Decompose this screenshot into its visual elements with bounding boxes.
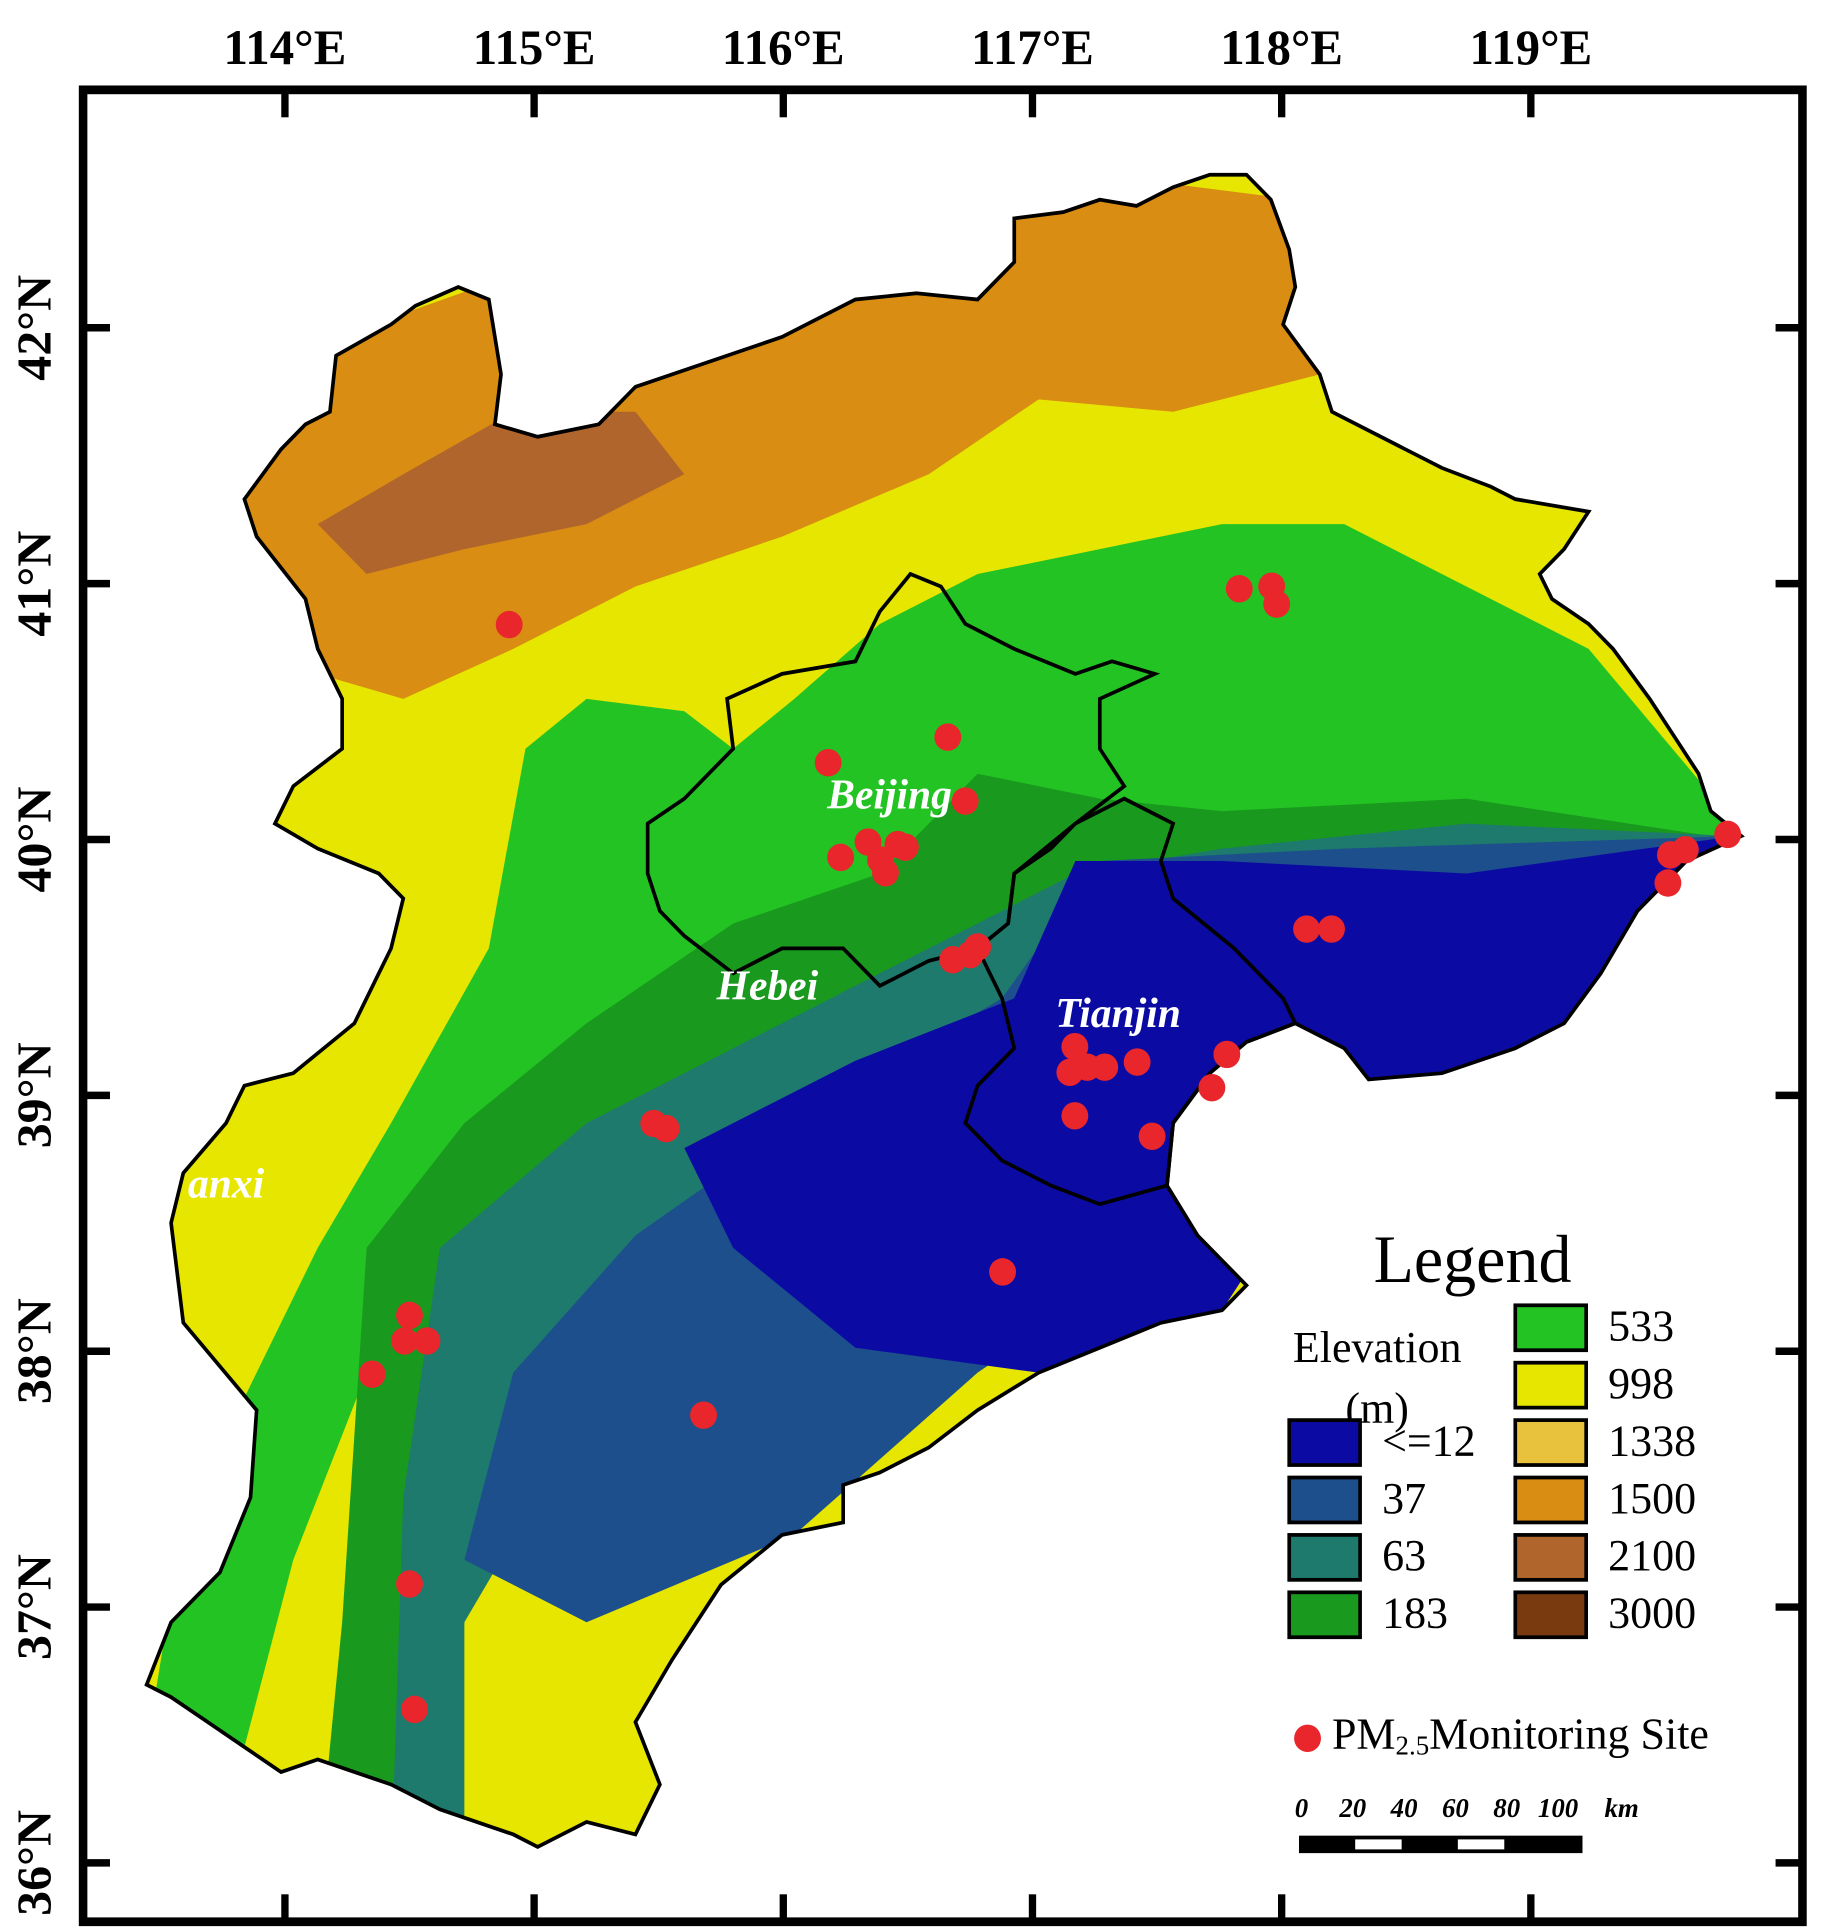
monitoring-site xyxy=(1213,1040,1241,1069)
monitoring-site xyxy=(396,1301,423,1330)
monitoring-site xyxy=(1123,1048,1151,1076)
y-tick-label: 41°N xyxy=(7,530,61,636)
legend-label: 37 xyxy=(1382,1472,1426,1523)
legend-site-text: Monitoring Site xyxy=(1429,1708,1709,1759)
monitoring-site xyxy=(934,723,962,751)
scale-bar-segment xyxy=(1457,1839,1505,1850)
scale-bar xyxy=(1298,1835,1583,1854)
legend-swatch xyxy=(1513,1475,1588,1525)
monitoring-site xyxy=(391,1327,418,1355)
legend-swatch xyxy=(1513,1590,1588,1640)
legend-label: 998 xyxy=(1608,1358,1674,1409)
legend-swatch xyxy=(1513,1303,1588,1353)
beijing-border xyxy=(645,571,1161,989)
legend-site-marker xyxy=(1294,1724,1321,1753)
legend-swatch xyxy=(1287,1475,1362,1525)
x-tick-label: 114°E xyxy=(224,19,347,75)
legend-title: Legend xyxy=(1374,1223,1572,1297)
legend-subtitle: Elevation xyxy=(1293,1321,1462,1372)
legend-label: 3000 xyxy=(1608,1587,1696,1638)
y-tick-label: 38°N xyxy=(7,1298,61,1404)
legend-label: 1500 xyxy=(1608,1472,1696,1523)
legend-label: 183 xyxy=(1382,1587,1448,1638)
map-frame xyxy=(78,85,1807,1927)
monitoring-site xyxy=(814,749,842,777)
place-label: anxi xyxy=(188,1161,265,1207)
elevation-surface xyxy=(146,174,1742,1847)
legend-label: 533 xyxy=(1608,1300,1674,1351)
x-tick-label: 115°E xyxy=(473,19,596,75)
monitoring-site xyxy=(939,946,967,974)
monitoring-site xyxy=(396,1570,423,1598)
monitoring-site xyxy=(1714,820,1742,849)
legend-label: 2100 xyxy=(1608,1530,1696,1581)
tianjin-border xyxy=(963,796,1298,1207)
monitoring-site xyxy=(1225,575,1253,603)
legend-site-text: PM xyxy=(1332,1708,1396,1759)
scale-label: 20 xyxy=(1338,1793,1366,1823)
monitoring-site xyxy=(872,859,899,887)
monitoring-site xyxy=(1138,1122,1166,1151)
legend: Legend Elevation (m) <=12376318353399813… xyxy=(1287,1223,1709,1854)
legend-label: 63 xyxy=(1382,1530,1426,1581)
legend-label: 1338 xyxy=(1608,1415,1696,1466)
monitoring-site xyxy=(964,933,992,961)
scale-label: 60 xyxy=(1442,1793,1469,1823)
monitoring-site xyxy=(652,1114,680,1143)
monitoring-site xyxy=(1061,1033,1089,1061)
monitoring-site xyxy=(1318,915,1345,943)
y-tick-label: 39°N xyxy=(7,1042,61,1148)
scale-label: 100 xyxy=(1538,1793,1579,1823)
y-tick-label: 37°N xyxy=(7,1554,61,1660)
place-label: Tianjin xyxy=(1055,990,1180,1036)
x-tick-label: 119°E xyxy=(1469,19,1592,75)
monitoring-site xyxy=(495,610,523,639)
legend-swatch xyxy=(1513,1533,1588,1582)
place-label: Hebei xyxy=(716,963,819,1009)
monitoring-site xyxy=(1654,869,1682,897)
scale-unit: km xyxy=(1604,1793,1638,1823)
scale-bar-segment xyxy=(1355,1839,1402,1850)
legend-swatch xyxy=(1287,1590,1362,1640)
y-tick-label: 36°N xyxy=(7,1810,61,1916)
y-tick-label: 42°N xyxy=(7,275,61,381)
monitoring-site xyxy=(1263,590,1291,618)
x-tick-label: 117°E xyxy=(971,19,1094,75)
monitoring-site xyxy=(891,833,919,861)
scale-label: 40 xyxy=(1390,1793,1418,1823)
scale-label: 80 xyxy=(1493,1793,1520,1823)
x-tick-label: 116°E xyxy=(722,19,845,75)
monitoring-site xyxy=(1293,915,1321,943)
legend-swatch xyxy=(1287,1418,1362,1467)
legend-swatch xyxy=(1513,1418,1588,1467)
monitoring-site xyxy=(401,1695,428,1724)
legend-site-label: PM2.5Monitoring Site xyxy=(1332,1708,1709,1760)
legend-label: <=12 xyxy=(1382,1415,1476,1466)
monitoring-site xyxy=(827,843,855,872)
monitoring-site xyxy=(358,1360,386,1388)
legend-site-text: 2.5 xyxy=(1396,1730,1430,1760)
monitoring-site xyxy=(1091,1053,1119,1081)
legend-swatch xyxy=(1513,1360,1588,1410)
scale-label: 0 xyxy=(1295,1793,1309,1823)
monitoring-site xyxy=(1198,1073,1226,1102)
legend-swatch xyxy=(1287,1533,1362,1582)
monitoring-site xyxy=(413,1327,441,1355)
monitoring-site xyxy=(989,1258,1017,1286)
y-tick-label: 40°N xyxy=(7,786,61,892)
monitoring-site xyxy=(1656,841,1684,869)
x-tick-label: 118°E xyxy=(1220,19,1343,75)
place-label: Beijing xyxy=(826,772,952,818)
monitoring-site xyxy=(951,787,979,815)
monitoring-site xyxy=(690,1401,718,1429)
monitoring-site xyxy=(1061,1102,1089,1130)
